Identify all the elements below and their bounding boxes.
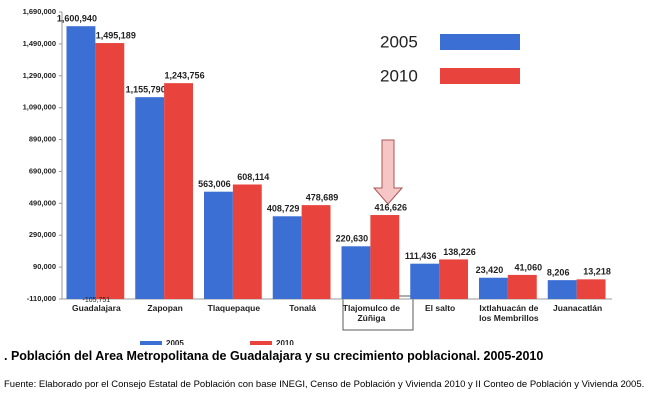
value-label: 563,006 bbox=[198, 179, 231, 189]
value-label: 111,436 bbox=[405, 251, 437, 261]
value-label: 416,626 bbox=[375, 202, 408, 212]
bar bbox=[341, 246, 371, 299]
legend-swatch bbox=[440, 68, 520, 84]
value-label: 1,243,756 bbox=[165, 71, 205, 81]
legend-swatch bbox=[440, 34, 520, 50]
legend-label: 2005 bbox=[166, 339, 184, 345]
bar bbox=[410, 263, 440, 299]
annotation: -105,751 bbox=[83, 297, 111, 304]
bar bbox=[370, 215, 400, 299]
value-label: 1,495,189 bbox=[96, 30, 136, 40]
bar bbox=[164, 83, 193, 299]
bar bbox=[135, 97, 165, 299]
legend-swatch bbox=[140, 341, 162, 345]
value-label: 41,060 bbox=[515, 262, 543, 272]
bar bbox=[439, 259, 468, 299]
y-tick-label: 1,290,000 bbox=[23, 71, 56, 80]
x-tick-label: Zapopan bbox=[147, 303, 183, 313]
y-tick-label: -110,000 bbox=[27, 294, 56, 303]
y-tick-label: 690,000 bbox=[29, 166, 56, 175]
legend-swatch bbox=[250, 341, 272, 345]
legend-label: 2010 bbox=[380, 66, 418, 85]
source: Fuente: Elaborado por el Consejo Estatal… bbox=[4, 379, 645, 390]
bar bbox=[547, 280, 577, 299]
bar bbox=[232, 184, 262, 299]
bar bbox=[272, 216, 302, 299]
value-label: 608,114 bbox=[237, 172, 269, 182]
value-label: 1,155,790 bbox=[126, 85, 166, 95]
caption: . Población del Area Metropolitana de Gu… bbox=[4, 349, 544, 363]
chart: -110,000 90,000 290,000 490,000 690,000 890,0… bbox=[23, 7, 612, 345]
y-tick-label: 290,000 bbox=[29, 230, 56, 239]
x-tick-label: Ixtlahuacán de los Membrillos bbox=[479, 303, 539, 323]
bar bbox=[95, 43, 125, 300]
x-tick-label: Juanacatlán bbox=[553, 303, 603, 313]
y-tick-label: 890,000 bbox=[29, 135, 56, 144]
y-tick-label: 490,000 bbox=[29, 198, 56, 207]
value-label: 23,420 bbox=[476, 265, 504, 275]
legend-label: 2005 bbox=[380, 32, 418, 51]
y-tick-label: 1,490,000 bbox=[23, 39, 56, 48]
value-label: 478,689 bbox=[306, 193, 339, 203]
bar bbox=[576, 279, 606, 299]
y-tick-label: 90,000 bbox=[33, 262, 56, 271]
x-tick-label: Tlaquepaque bbox=[207, 303, 261, 313]
y-tick-label: 1,090,000 bbox=[23, 103, 56, 112]
x-tick-label: Tonalá bbox=[289, 303, 316, 313]
value-label: 220,630 bbox=[336, 234, 369, 244]
value-label: 13,218 bbox=[583, 267, 611, 277]
y-tick-label: 1,690,000 bbox=[23, 7, 56, 16]
value-label: 138,226 bbox=[443, 247, 476, 257]
arrow bbox=[372, 139, 404, 205]
value-label: 8,206 bbox=[547, 268, 570, 278]
legend-label: 2010 bbox=[276, 339, 294, 345]
value-label: 1,600,940 bbox=[57, 14, 97, 24]
bar bbox=[479, 277, 508, 299]
bar bbox=[66, 26, 96, 299]
bar bbox=[301, 205, 331, 299]
bar bbox=[204, 191, 233, 299]
x-tick-label: Tlajomulco de Zúñiga bbox=[342, 303, 400, 323]
x-tick-label: El salto bbox=[425, 303, 456, 313]
bar bbox=[507, 274, 537, 299]
value-label: 408,729 bbox=[267, 204, 300, 214]
x-tick-label: Guadalajara bbox=[72, 303, 121, 313]
